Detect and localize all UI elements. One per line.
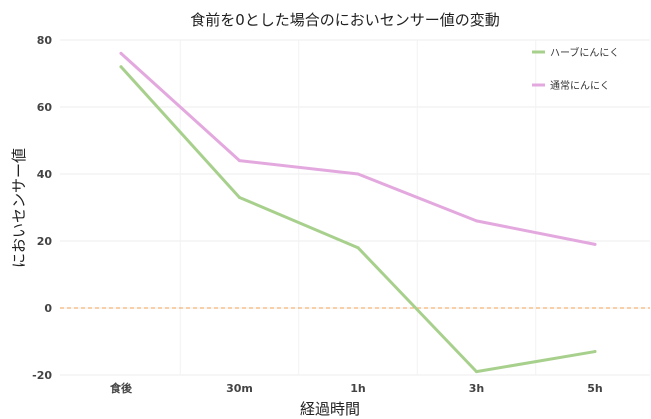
y-tick-label: -20 xyxy=(32,369,52,382)
series-group xyxy=(119,51,597,374)
data-point xyxy=(475,370,478,374)
y-tick-label: 60 xyxy=(37,101,53,114)
x-axis-label: 経過時間 xyxy=(300,400,360,418)
series-line-2 xyxy=(119,51,597,246)
x-tick-label: 30m xyxy=(226,382,253,395)
x-tick-label: 食後 xyxy=(110,381,133,395)
data-point xyxy=(119,51,123,55)
data-point xyxy=(475,219,478,223)
y-axis-label: においセンサー値 xyxy=(10,148,28,268)
data-point xyxy=(356,246,360,250)
x-tick-labels: 食後 30m 1h 3h 5h xyxy=(110,381,603,395)
x-tick-label: 1h xyxy=(350,382,366,395)
data-point xyxy=(593,242,597,246)
series-line-1 xyxy=(119,65,597,374)
y-tick-labels: 80 60 40 20 0 -20 xyxy=(32,34,52,382)
chart-title: 食前を0とした場合のにおいセンサー値の変動 xyxy=(190,11,500,29)
y-tick-label: 0 xyxy=(44,302,52,315)
data-point xyxy=(119,65,123,69)
legend-label: ハーブにんにく xyxy=(550,46,619,59)
data-point xyxy=(238,195,241,199)
y-tick-label: 40 xyxy=(37,168,53,181)
x-tick-label: 3h xyxy=(469,382,485,395)
data-point xyxy=(238,159,241,163)
x-tick-label: 5h xyxy=(587,382,603,395)
y-tick-label: 20 xyxy=(37,235,53,248)
legend-label: 通常にんにく xyxy=(550,79,610,92)
y-tick-label: 80 xyxy=(37,34,53,47)
data-point xyxy=(356,172,360,176)
data-point xyxy=(593,350,597,354)
